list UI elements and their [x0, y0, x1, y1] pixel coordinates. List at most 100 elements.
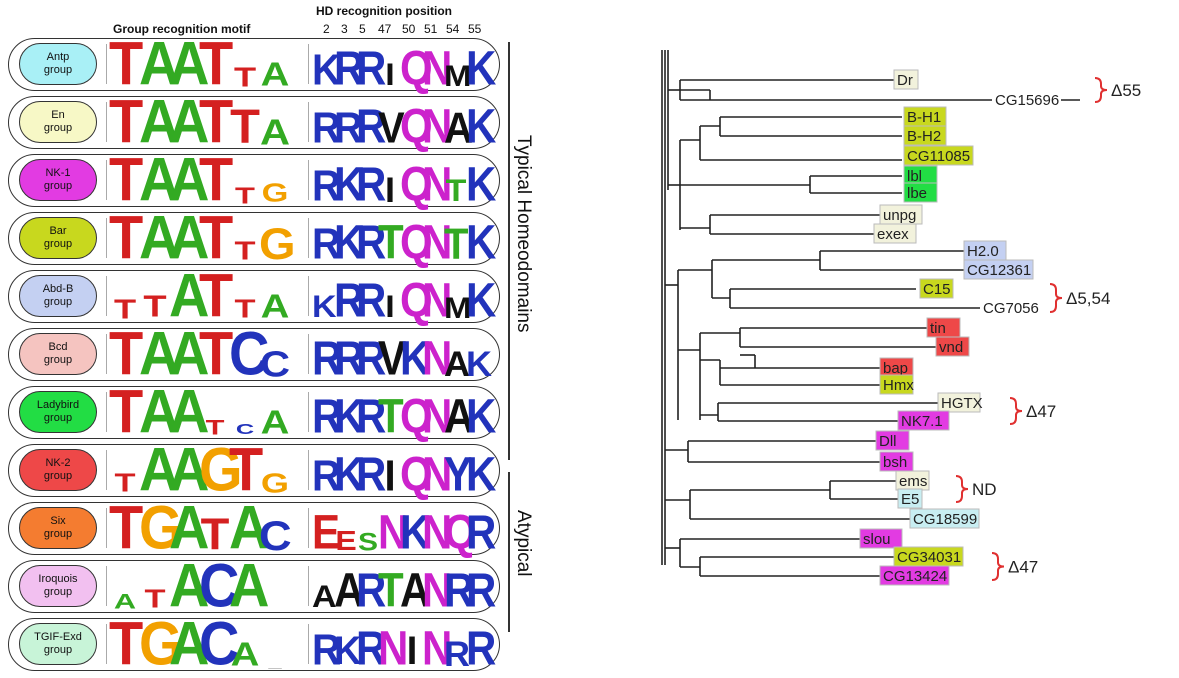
leaf-label-box — [873, 223, 917, 244]
hd-letter: Q — [400, 273, 433, 328]
hd-letter: V — [378, 104, 405, 153]
hd-letter: A — [444, 343, 470, 384]
motif-letter: T — [144, 585, 165, 614]
motif-letter: G — [139, 492, 183, 563]
leaf-label: CG7056 — [983, 300, 1039, 317]
position-label: 2 — [323, 22, 330, 36]
hd-letter: K — [466, 157, 496, 212]
motif-letter: A — [139, 434, 179, 505]
position-label: 54 — [446, 22, 460, 36]
leaf-label-box — [875, 430, 910, 451]
leaf-label: C15 — [923, 281, 951, 298]
hd-letter: A — [312, 579, 337, 616]
leaf-label: slou — [863, 531, 891, 548]
hd-letter: K — [466, 343, 492, 384]
hd-letter: R — [334, 104, 363, 153]
group-pill: Bcd group — [19, 333, 97, 375]
motif-letter: T — [109, 318, 143, 389]
motif-letter: A — [169, 376, 209, 447]
motif-header: Group recognition motif — [113, 22, 251, 36]
leaf-label-box — [980, 298, 1040, 317]
leaf-label-box — [935, 336, 970, 357]
group-pill: Antp group — [19, 43, 97, 85]
hd-letter: R — [312, 162, 341, 211]
leaf-label: Hmx — [883, 377, 914, 394]
motif-letter: A — [169, 202, 209, 273]
logo-axis — [308, 392, 309, 432]
group-name: Six group — [43, 515, 73, 540]
logo-axis — [308, 624, 309, 664]
hd-letter: R — [356, 41, 386, 96]
motif-letter: C — [259, 343, 290, 384]
row-frame — [8, 270, 500, 323]
annotation-label: Δ47 — [1026, 402, 1056, 421]
atypical-label: Atypical — [513, 510, 534, 577]
hd-letter: R — [356, 331, 386, 386]
group-name: NK-1 group — [43, 167, 73, 192]
hd-letter: I — [385, 57, 394, 94]
hd-letter: N — [422, 215, 452, 270]
group-row: Ladybird group T A A T C A R K R T Q N A K — [8, 376, 500, 447]
hd-letter: M — [444, 59, 472, 93]
leaf-label-box — [937, 392, 981, 413]
logo-axis — [106, 218, 107, 258]
motif-letter: T — [199, 202, 233, 273]
logo-axis — [106, 276, 107, 316]
leaf-label: Dr — [897, 72, 913, 89]
hd-letter: R — [444, 633, 470, 674]
hd-letter: K — [334, 157, 364, 212]
hd-letter: K — [312, 46, 341, 95]
leaf-label: Dll — [879, 433, 897, 450]
leaf-label: CG34031 — [897, 549, 961, 566]
motif-letter: T — [230, 100, 260, 154]
motif-letter: C — [199, 550, 239, 621]
motif-letter: T — [199, 260, 233, 331]
hd-letter: K — [334, 629, 361, 674]
group-row: Bcd group T A A T C C R R R V K N A K — [8, 318, 500, 389]
motif-letter: A — [169, 608, 209, 678]
phylogenetic-tree-panel: Dr CG15696 B-H1 B-H2 CG11085 lbl lbe unpg exex H2… — [640, 0, 1179, 643]
motif-letter: T — [109, 608, 143, 678]
annotation-brace — [955, 475, 969, 503]
motif-letter: C — [229, 318, 269, 389]
motif-letter: C — [259, 512, 292, 560]
hd-letter: Q — [400, 389, 433, 444]
leaf-label: lbe — [907, 185, 927, 202]
hd-letter: N — [422, 273, 452, 328]
group-name: En group — [43, 109, 73, 134]
hd-letter: Y — [444, 447, 472, 502]
logo-axis — [308, 566, 309, 606]
hd-letter: Q — [400, 447, 433, 502]
leaf-label-box — [897, 410, 950, 431]
logo-panel: Group recognition motif HD recognition p… — [0, 0, 560, 674]
motif-letter: T — [109, 202, 143, 273]
motif-letter: A — [139, 86, 179, 157]
group-pill: NK-1 group — [19, 159, 97, 201]
group-pill: Bar group — [19, 217, 97, 259]
typical-label: Typical Homeodomains — [513, 135, 534, 333]
hd-letter: M — [444, 291, 472, 325]
logo-axis — [308, 508, 309, 548]
motif-letter: T — [113, 292, 136, 325]
motif-letter: A — [260, 56, 290, 93]
hd-letter: A — [444, 104, 473, 153]
group-row: Iroquois group A T A C A A A R T A N R R — [8, 550, 500, 621]
group-name: Abd-B group — [42, 283, 74, 308]
hd-letter: R — [466, 505, 496, 560]
logo-axis — [106, 102, 107, 142]
leaf-label: CG11085 — [907, 148, 970, 165]
group-pill: Ladybird group — [19, 391, 97, 433]
leaf-label: ems — [899, 473, 927, 490]
hd-letter: T — [445, 173, 467, 210]
motif-letter: G — [259, 218, 296, 269]
motif-letter: A — [169, 550, 209, 621]
group-row: Bar group T A A T T G R K R T Q N T K — [8, 202, 500, 273]
motif-letter: A — [139, 376, 179, 447]
